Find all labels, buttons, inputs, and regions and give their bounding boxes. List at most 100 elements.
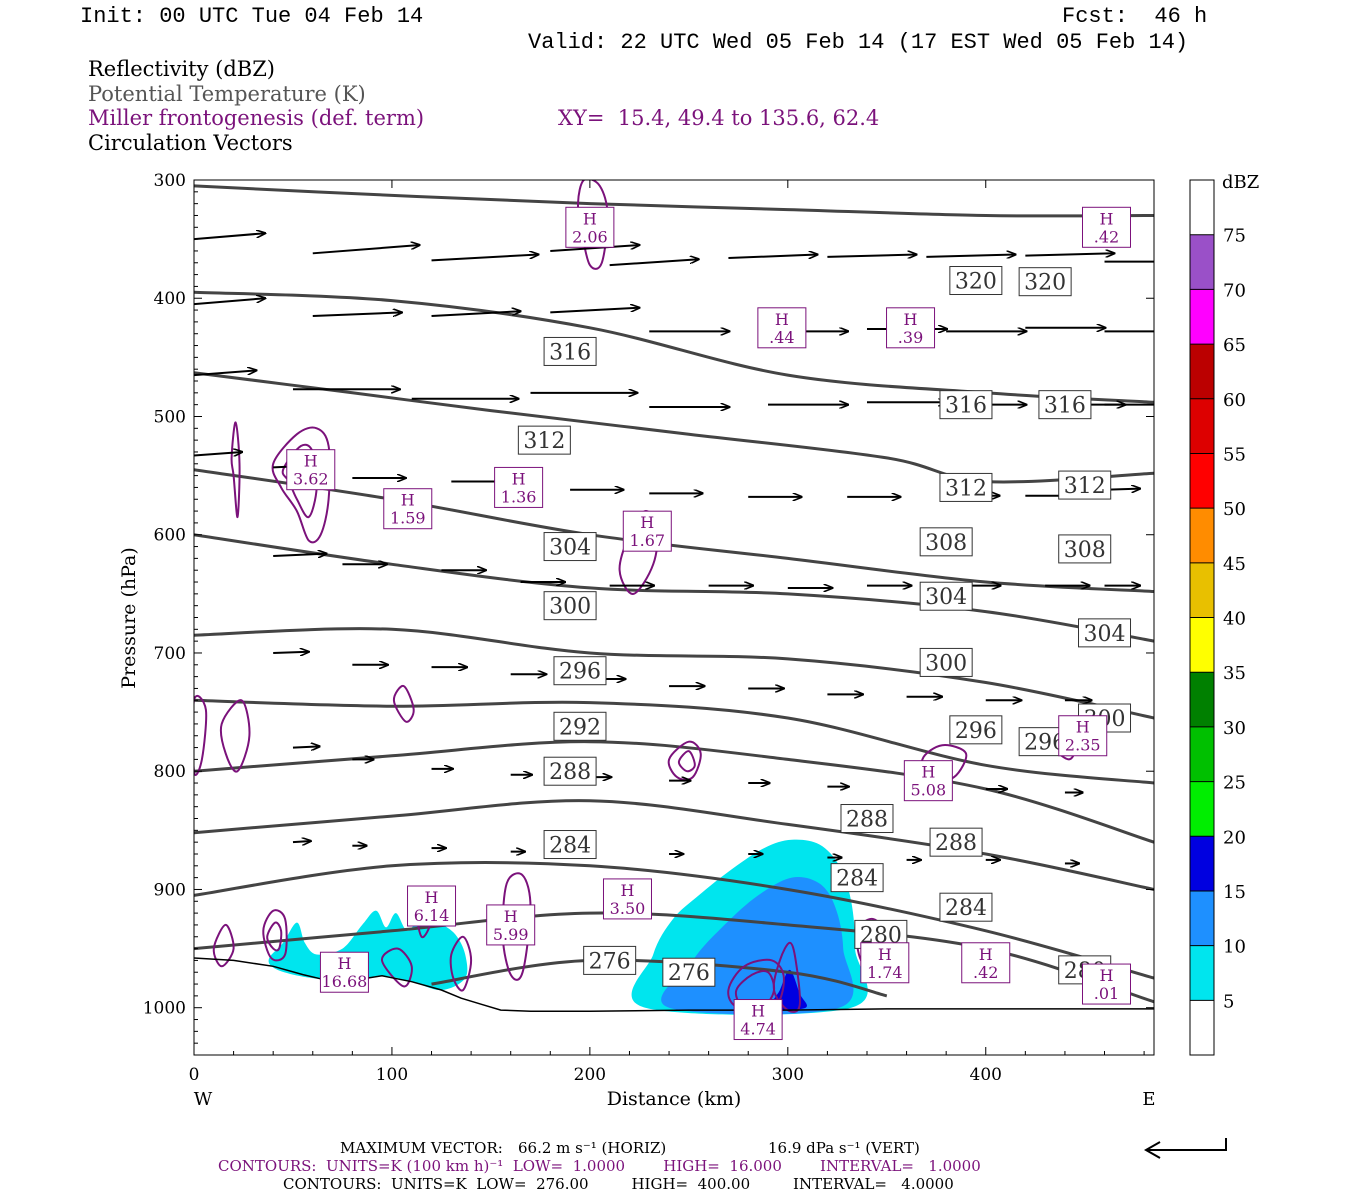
circulation-vector — [431, 311, 521, 317]
circulation-vector — [431, 254, 539, 262]
colorbar-bin-55 — [1190, 398, 1214, 454]
fronto-high-symbol: H — [751, 1002, 765, 1021]
legend-reflectivity: Reflectivity (dBZ) — [88, 57, 276, 81]
colorbar-tick-label: 40 — [1223, 609, 1246, 630]
theta-layer — [194, 184, 1154, 1004]
circulation-vector — [194, 233, 265, 241]
colorbar-bin-10 — [1190, 890, 1214, 946]
fronto-high-box — [602, 878, 652, 920]
theta-label-284: 284 — [945, 896, 987, 921]
theta-label-box — [543, 336, 597, 366]
circulation-vector — [273, 652, 309, 653]
colorbar-bin-60 — [1190, 344, 1214, 399]
colorbar-bin-65 — [1190, 289, 1214, 345]
fronto-high-symbol: H — [425, 888, 439, 907]
colorbar-bin-0 — [1190, 1000, 1214, 1055]
x-tick-label: 200 — [574, 1065, 606, 1085]
theta-label-box — [939, 472, 993, 502]
fronto-high-box — [1058, 715, 1108, 757]
fronto-high-value: .01 — [1094, 984, 1119, 1003]
fronto-high-value: 3.50 — [610, 899, 646, 918]
theta-label-300: 300 — [925, 651, 967, 676]
x-tick-label: 300 — [772, 1065, 804, 1085]
fronto-high-symbol: H — [1076, 718, 1090, 737]
fronto-high-box — [860, 942, 910, 984]
legend-frontogenesis: Miller frontogenesis (def. term) — [88, 106, 425, 130]
circulation-vector — [312, 312, 402, 317]
colorbar-tick-label: 15 — [1223, 882, 1246, 903]
fronto-high-box — [733, 999, 783, 1041]
fronto-high-value: .39 — [898, 328, 923, 347]
fronto-high-value: 4.74 — [740, 1020, 776, 1039]
fronto-high-symbol: H — [1100, 966, 1114, 985]
theta-label-box — [919, 647, 973, 677]
y-tick-label: 800 — [154, 762, 186, 782]
fronto-high-box — [886, 307, 936, 349]
fronto-high-value: 5.08 — [911, 781, 947, 800]
theta-label-308: 308 — [1064, 538, 1106, 563]
theta-contour-304 — [194, 533, 1154, 643]
y-tick-label: 900 — [154, 880, 186, 900]
x-tick-label: 400 — [970, 1065, 1002, 1085]
fronto-high-symbol: H — [621, 881, 635, 900]
fronto-contour — [576, 180, 609, 270]
theta-label-288: 288 — [846, 808, 888, 833]
theta-contour-300 — [194, 627, 1154, 720]
colorbar-tick-label: 25 — [1223, 773, 1246, 794]
fronto-high-symbol: H — [583, 209, 597, 228]
fronto-high-symbol: H — [921, 763, 935, 782]
theta-label-box — [830, 863, 884, 893]
fronto-contour — [271, 426, 331, 544]
fronto-high-box — [1081, 206, 1131, 248]
fronto-high-box — [286, 449, 336, 491]
colorbar-bin-5 — [1190, 945, 1214, 1001]
colorbar-bin-25 — [1190, 726, 1214, 782]
fronto-high-symbol: H — [979, 945, 993, 964]
colorbar-tick-label: 30 — [1223, 718, 1246, 739]
fronto-high-symbol: H — [304, 452, 318, 471]
y-tick-label: 700 — [154, 644, 186, 664]
fronto-contour — [219, 699, 251, 773]
theta-contour-292 — [194, 740, 1154, 844]
axes: 300 400 500 600 700 800 900 1000 0 100 200 300 400 — [143, 171, 1154, 1085]
max-vector-label: MAXIMUM VECTOR: — [340, 1139, 503, 1157]
theta-label-box — [1058, 534, 1112, 564]
theta-label-276: 276 — [589, 949, 631, 974]
theta-label-box — [543, 830, 597, 860]
theta-label-288: 288 — [935, 831, 977, 856]
fronto-high-value: 3.62 — [293, 470, 329, 489]
colorbar-bin-75 — [1190, 180, 1214, 235]
fronto-contour — [212, 923, 235, 968]
fronto-high-symbol: H — [504, 907, 518, 926]
fronto-high-box — [757, 307, 807, 349]
valid-time: Valid: 22 UTC Wed 05 Feb 14 (17 EST Wed … — [528, 30, 1189, 55]
circulation-vector — [292, 746, 320, 747]
colorbar-tick-label: 75 — [1223, 226, 1246, 247]
legend-vectors: Circulation Vectors — [88, 131, 293, 155]
fronto-contour — [677, 750, 696, 773]
colorbar: 5 10 15 20 25 30 35 40 45 50 55 60 65 70 75 — [1189, 179, 1246, 1056]
theta-label-box — [1058, 470, 1112, 500]
fronto-contour — [449, 935, 473, 992]
fronto-high-box — [486, 904, 536, 946]
theta-label-box — [543, 756, 597, 786]
max-vector-vert: 16.9 dPa s⁻¹ (VERT) — [768, 1139, 920, 1157]
theta-label-box — [1018, 267, 1072, 297]
theta-label-box — [919, 527, 973, 557]
fronto-high-box — [961, 942, 1011, 984]
theta-label-box — [949, 266, 1003, 296]
theta-label-300: 300 — [549, 595, 591, 620]
theta-label-box — [840, 804, 894, 834]
max-vector-horiz: 66.2 m s⁻¹ (HORIZ) — [518, 1139, 667, 1157]
colorbar-bin-50 — [1190, 453, 1214, 509]
fronto-high-box — [407, 885, 457, 927]
circulation-vector — [292, 841, 311, 842]
theta-label-box — [583, 945, 637, 975]
theta-label-292: 292 — [559, 715, 601, 740]
fronto-high-symbol: H — [775, 310, 789, 329]
forecast-hour: Fcst: 46 h — [1062, 4, 1208, 29]
circulation-vector — [273, 554, 326, 556]
theta-label-312: 312 — [945, 476, 987, 501]
fronto-high-symbol: H — [512, 469, 526, 488]
